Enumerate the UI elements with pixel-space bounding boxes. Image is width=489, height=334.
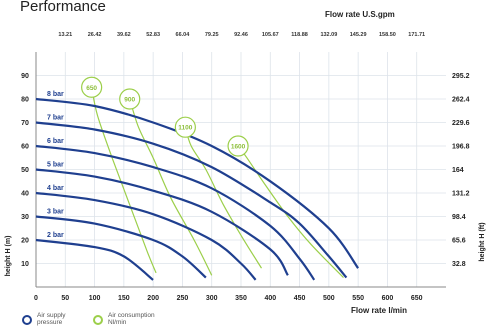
x-tick-label: 400 xyxy=(264,295,276,302)
x-tick-label: 150 xyxy=(118,295,130,302)
top-tick-label: 92.46 xyxy=(234,32,248,38)
air-supply-pressure-legend-icon xyxy=(22,315,32,325)
top-tick-label: 39.62 xyxy=(117,32,131,38)
air-consumption-bubble xyxy=(174,116,196,138)
pressure-curve-label: 7 bar xyxy=(47,115,64,122)
top-tick-label: 158.50 xyxy=(379,32,396,38)
pressure-curve xyxy=(35,215,207,279)
pressure-curve xyxy=(35,97,360,269)
x-tick-label: 200 xyxy=(147,295,159,302)
pressure-curve-label: 6 bar xyxy=(47,138,64,145)
legend-air-supply-pressure: Air supply pressure xyxy=(37,312,66,326)
y-tick-label: 30 xyxy=(21,214,29,221)
y2-tick-label: 131.2 xyxy=(452,191,470,198)
pressure-curve xyxy=(35,121,348,279)
x-tick-label: 600 xyxy=(382,295,394,302)
air-consumption-label: 650 xyxy=(86,85,97,92)
y2-tick-label: 32.8 xyxy=(452,261,466,268)
x-tick-label: 50 xyxy=(61,295,69,302)
y2-tick-label: 295.2 xyxy=(452,73,470,80)
top-tick-label: 13.21 xyxy=(58,32,72,38)
top-tick-label: 66.04 xyxy=(176,32,191,38)
pressure-curve xyxy=(35,238,154,281)
air-consumption-bubble xyxy=(119,88,141,110)
y2-tick-label: 98.4 xyxy=(452,214,466,221)
y2-tick-label: 196.8 xyxy=(452,144,470,151)
y-axis-title-left: height H (m) xyxy=(5,236,12,277)
x-tick-label: 350 xyxy=(235,295,247,302)
x-tick-label: 450 xyxy=(294,295,306,302)
top-tick-label: 26.42 xyxy=(88,32,102,38)
y2-tick-label: 262.4 xyxy=(452,97,470,104)
x-tick-label: 0 xyxy=(34,295,38,302)
air-consumption-curve xyxy=(129,98,213,276)
top-tick-label: 118.88 xyxy=(291,32,308,38)
y-tick-label: 50 xyxy=(21,167,29,174)
air-consumption-label: 1600 xyxy=(231,144,246,151)
x-tick-label: 300 xyxy=(206,295,218,302)
y-tick-label: 60 xyxy=(21,144,29,151)
air-consumption-label: 1100 xyxy=(178,125,192,132)
chart-title: Performance xyxy=(20,0,106,15)
top-tick-label: 52.83 xyxy=(146,32,160,38)
x-tick-label: 100 xyxy=(89,295,101,302)
x-tick-label: 250 xyxy=(177,295,189,302)
y-tick-label: 10 xyxy=(21,261,29,268)
x-tick-label: 500 xyxy=(323,295,335,302)
x-axis-title: Flow rate l/min xyxy=(351,306,407,315)
x-tick-label: 650 xyxy=(411,295,423,302)
air-consumption-curve xyxy=(237,145,344,279)
y-tick-label: 80 xyxy=(21,97,29,104)
air-consumption-label: 900 xyxy=(124,97,135,104)
pressure-curve-label: 4 bar xyxy=(47,185,64,192)
y2-tick-label: 164 xyxy=(452,167,464,174)
pressure-curve-label: 2 bar xyxy=(47,232,64,239)
y-axis-title-right: height H (ft) xyxy=(479,222,486,261)
pressure-curve xyxy=(35,144,316,281)
y-tick-label: 70 xyxy=(21,120,29,127)
air-consumption-curve xyxy=(184,127,263,269)
x-tick-label: 550 xyxy=(352,295,364,302)
y2-tick-label: 229.6 xyxy=(452,120,470,127)
air-consumption-legend-icon xyxy=(93,315,103,325)
top-axis-title: Flow rate U.S.gpm xyxy=(325,10,395,19)
y-tick-label: 40 xyxy=(21,191,29,198)
top-tick-label: 105.67 xyxy=(262,32,279,38)
pressure-curve xyxy=(35,168,289,276)
air-consumption-bubble xyxy=(81,76,103,98)
pressure-curve-label: 3 bar xyxy=(47,209,64,216)
pressure-curve-label: 8 bar xyxy=(47,91,64,98)
top-tick-label: 145.29 xyxy=(350,32,367,38)
top-tick-label: 79.25 xyxy=(205,32,219,38)
y2-tick-label: 65.6 xyxy=(452,238,466,245)
pressure-curve xyxy=(35,191,257,281)
pressure-curve-label: 5 bar xyxy=(47,162,64,169)
top-tick-label: 132.09 xyxy=(320,32,337,38)
air-consumption-bubble xyxy=(227,135,249,157)
y-tick-label: 90 xyxy=(21,73,29,80)
legend-air-consumption: Air consumption Nl/min xyxy=(108,312,155,326)
y-tick-label: 20 xyxy=(21,238,29,245)
top-tick-label: 171.71 xyxy=(408,32,425,38)
